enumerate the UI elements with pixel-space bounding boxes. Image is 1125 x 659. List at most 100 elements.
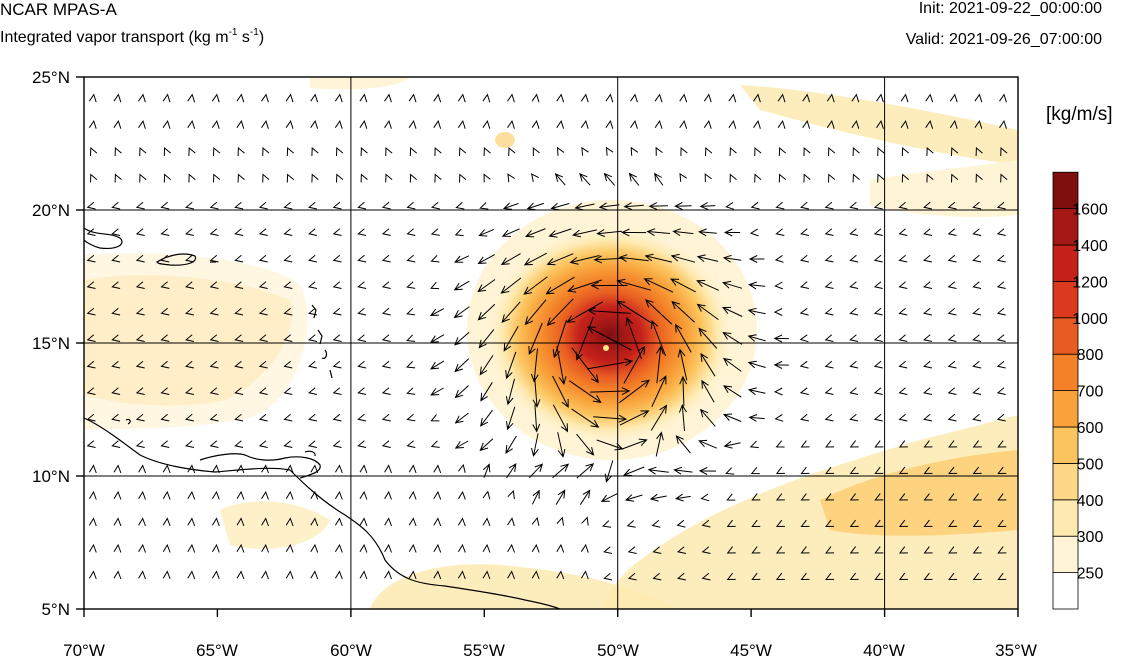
ivt-vector xyxy=(802,119,811,129)
ivt-vector xyxy=(778,146,787,157)
ivt-vector xyxy=(384,464,392,474)
ivt-band-southwest xyxy=(220,501,330,549)
ivt-vector xyxy=(381,360,391,369)
ivt-vector xyxy=(381,440,391,448)
ivt-vector xyxy=(433,543,442,553)
ivt-vector xyxy=(824,254,834,263)
ivt-vector xyxy=(679,172,687,182)
ivt-vector xyxy=(619,410,650,426)
ivt-vector xyxy=(1000,146,1008,157)
subtitle-exponent-2: -1 xyxy=(249,27,259,38)
ivt-vector xyxy=(571,408,600,428)
ivt-vector xyxy=(187,543,196,553)
ivt-vector xyxy=(332,307,342,316)
ivt-vector xyxy=(698,439,717,449)
ivt-vector xyxy=(209,228,219,236)
ivt-vector xyxy=(651,520,661,528)
ivt-vector xyxy=(874,466,884,475)
ivt-vector xyxy=(799,254,810,263)
ivt-vector xyxy=(236,93,245,103)
ivt-vector xyxy=(627,572,637,581)
ivt-vector xyxy=(673,466,693,475)
lon-label-45: 45°W xyxy=(730,641,772,659)
ivt-vector xyxy=(876,93,884,103)
ivt-vector xyxy=(184,201,195,210)
ivt-vector xyxy=(357,413,367,422)
ivt-vector xyxy=(800,493,810,501)
ivt-vector xyxy=(898,387,908,395)
lon-label-55: 55°W xyxy=(463,641,505,659)
ivt-vector xyxy=(722,254,742,263)
storm-eye xyxy=(603,345,609,351)
ivt-vector xyxy=(310,517,319,527)
lon-label-35: 35°W xyxy=(995,641,1037,659)
ivt-vector xyxy=(430,255,440,263)
ivt-vector xyxy=(997,440,1007,448)
ivt-vector xyxy=(531,489,540,505)
figure-title: NCAR MPAS-A xyxy=(0,0,117,19)
ivt-vector xyxy=(433,119,442,129)
ivt-vector xyxy=(455,201,465,210)
ivt-vector xyxy=(523,276,548,295)
ivt-vector xyxy=(480,409,493,427)
ivt-vector xyxy=(799,387,809,395)
ivt-vector xyxy=(922,201,933,210)
ivt-vector xyxy=(670,253,696,263)
ivt-vector xyxy=(357,228,367,236)
ivt-vector xyxy=(646,228,671,237)
ivt-vector xyxy=(187,119,196,129)
ivt-vector xyxy=(187,464,196,474)
lon-tick-labels: 70°W 65°W 60°W 55°W 50°W 45°W 40°W 35°W xyxy=(63,641,1037,659)
ivt-vector xyxy=(163,146,172,157)
ivt-vector xyxy=(477,303,496,321)
ivt-vector xyxy=(548,228,572,238)
colorbar-units: [kg/m/s] xyxy=(1046,104,1113,125)
ivt-vector xyxy=(381,254,391,263)
ivt-vector xyxy=(184,413,195,422)
ivt-vector xyxy=(825,440,835,448)
ivt-vector xyxy=(802,93,811,103)
coastline-antilles-3 xyxy=(321,349,328,359)
ivt-vector xyxy=(86,360,96,369)
ivt-vector xyxy=(630,93,638,103)
ivt-vector xyxy=(307,281,318,289)
ivt-vector xyxy=(778,173,787,183)
ivt-vector xyxy=(88,464,97,474)
ivt-vector xyxy=(409,173,418,183)
ivt-vector xyxy=(237,173,245,183)
colorbar-box xyxy=(1052,499,1079,537)
ivt-vector xyxy=(531,570,540,580)
ivt-vector xyxy=(184,307,195,316)
ivt-vector xyxy=(948,572,958,581)
ivt-vector xyxy=(113,490,122,500)
ivt-vector xyxy=(851,93,860,103)
ivt-vector xyxy=(261,543,269,553)
ivt-vector xyxy=(996,228,1006,236)
ivt-vector xyxy=(643,278,674,293)
ivt-vector xyxy=(999,119,1007,129)
ivt-vector xyxy=(213,173,221,183)
ivt-vector xyxy=(800,440,810,448)
ivt-vector xyxy=(482,570,491,580)
ivt-vector xyxy=(696,254,719,262)
ivt-vector xyxy=(923,572,933,581)
ivt-vector xyxy=(237,146,245,157)
ivt-vector xyxy=(556,543,565,553)
colorbar-box xyxy=(1052,572,1079,610)
ivt-vector xyxy=(972,413,982,422)
ivt-vector xyxy=(898,360,908,369)
ivt-vector xyxy=(723,228,741,237)
ivt-vector xyxy=(556,516,564,526)
ivt-vector xyxy=(213,146,221,157)
ivt-vector xyxy=(283,201,293,210)
ivt-vector xyxy=(581,516,589,526)
ivt-vector xyxy=(528,463,544,479)
ivt-vector xyxy=(877,173,885,183)
ivt-vector xyxy=(234,281,244,289)
ivt-vector xyxy=(644,299,673,325)
ivt-vector xyxy=(506,406,516,431)
ivt-vector xyxy=(434,173,442,183)
ivt-vector xyxy=(922,254,933,263)
ivt-vector xyxy=(569,255,600,265)
